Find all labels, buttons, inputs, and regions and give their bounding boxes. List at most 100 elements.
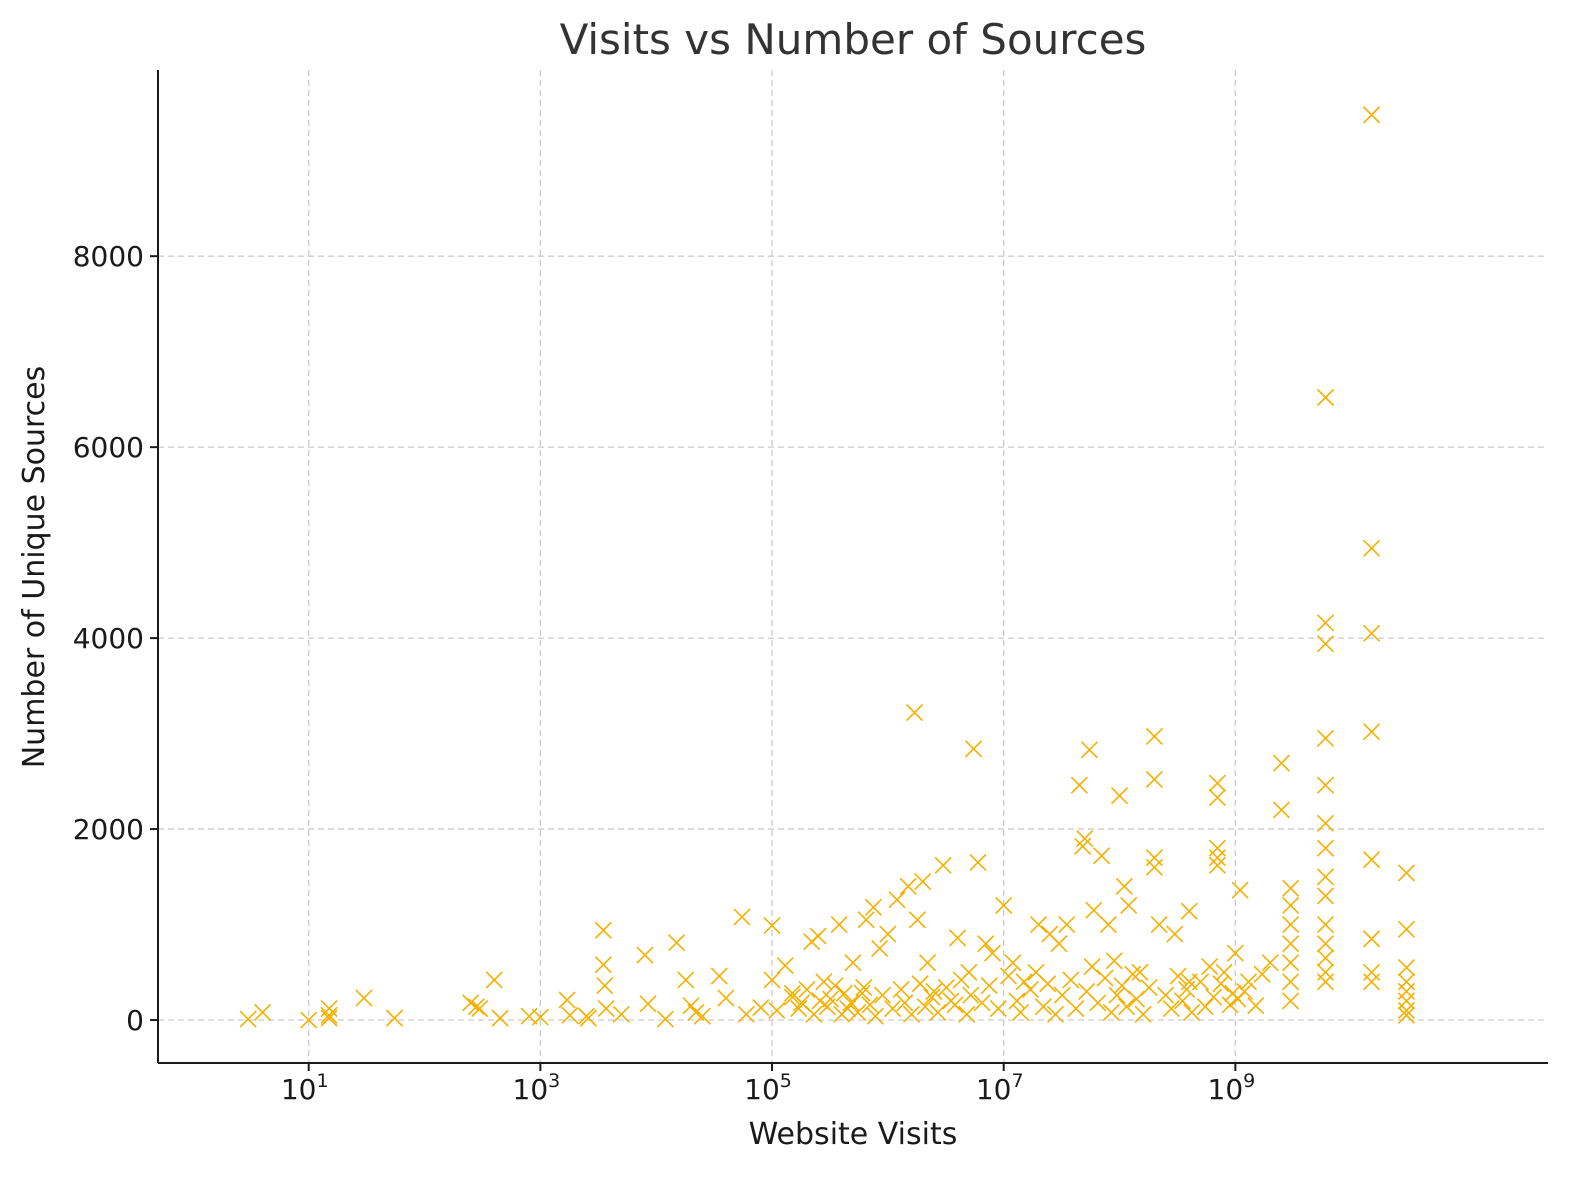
axes xyxy=(157,70,1548,1064)
scatter-point xyxy=(1253,965,1271,983)
scatter-point xyxy=(798,980,816,999)
scatter-point xyxy=(879,925,897,943)
scatter-point xyxy=(871,939,889,957)
scatter-point xyxy=(1145,727,1163,746)
scatter-point xyxy=(983,944,1002,962)
scatter-point xyxy=(1282,992,1300,1010)
scatter-point xyxy=(1015,973,1033,991)
scatter-point xyxy=(1316,887,1335,905)
scatter-point xyxy=(925,982,943,1000)
y-tick-label: 2000 xyxy=(73,813,144,846)
scatter-point xyxy=(952,971,970,989)
scatter-point xyxy=(1105,952,1123,970)
scatter-point xyxy=(842,994,860,1012)
scatter-point xyxy=(790,1000,808,1018)
grid-lines xyxy=(158,70,1548,1063)
scatter-point xyxy=(1070,776,1088,794)
scatter-point xyxy=(1208,788,1226,807)
scatter-point xyxy=(320,1009,338,1027)
scatter-point xyxy=(1145,770,1163,788)
scatter-point xyxy=(1173,992,1192,1010)
scatter-point xyxy=(1397,992,1416,1010)
scatter-point xyxy=(1201,957,1219,976)
scatter-point xyxy=(558,991,576,1009)
scatter-point xyxy=(902,1005,921,1023)
scatter-point xyxy=(1363,930,1381,948)
scatter-point xyxy=(958,1005,976,1023)
scatter-point xyxy=(861,996,879,1014)
scatter-point xyxy=(597,1000,615,1018)
scatter-point xyxy=(594,921,612,939)
scatter-point xyxy=(1397,958,1416,977)
scatter-point xyxy=(1180,902,1198,920)
scatter-point xyxy=(905,704,924,722)
scatter-point xyxy=(874,986,892,1004)
scatter-point xyxy=(1178,980,1196,999)
scatter-point xyxy=(1062,971,1080,989)
scatter-point xyxy=(1240,973,1258,991)
scatter-point xyxy=(849,1003,867,1021)
scatter-point xyxy=(763,971,781,989)
scatter-point xyxy=(853,984,871,1002)
scatter-point xyxy=(969,853,987,872)
scatter-point xyxy=(768,1001,786,1020)
scatter-point xyxy=(656,1010,674,1028)
scatter-point xyxy=(1316,963,1335,981)
scatter-point xyxy=(826,977,844,995)
scatter-point xyxy=(1272,801,1291,819)
scatter-point xyxy=(320,1006,338,1024)
scatter-point xyxy=(1085,901,1103,919)
scatter-point xyxy=(385,1009,404,1027)
scatter-point xyxy=(923,988,941,1006)
scatter-point xyxy=(911,975,929,993)
scatter-point xyxy=(1316,868,1335,886)
scatter-point xyxy=(918,954,937,972)
scatter-point xyxy=(1067,1000,1085,1018)
scatter-point xyxy=(355,989,373,1007)
data-points xyxy=(239,106,1416,1029)
scatter-point xyxy=(914,873,932,891)
scatter-point xyxy=(835,984,853,1002)
scatter-point xyxy=(1272,754,1291,772)
scatter-point xyxy=(1102,1003,1120,1021)
x-tick-label: 107 xyxy=(976,1070,1024,1106)
scatter-point xyxy=(1316,388,1335,407)
scatter-point xyxy=(1226,944,1244,962)
scatter-point xyxy=(1093,847,1111,865)
scatter-point xyxy=(815,973,833,991)
scatter-point xyxy=(1046,1005,1065,1023)
y-tick-label: 6000 xyxy=(73,431,144,464)
scatter-point xyxy=(1215,963,1233,981)
scatter-point xyxy=(1140,979,1158,997)
scatter-point xyxy=(1363,851,1381,869)
scatter-point xyxy=(1145,858,1163,876)
scatter-point xyxy=(1169,967,1187,985)
scatter-point xyxy=(1162,1000,1180,1018)
scatter-point xyxy=(1150,915,1168,934)
scatter-point xyxy=(1363,723,1381,741)
scatter-point xyxy=(1208,839,1226,857)
scatter-point xyxy=(531,1008,549,1026)
x-tick-label: 105 xyxy=(744,1070,792,1106)
scatter-point xyxy=(1397,1006,1416,1024)
scatter-point xyxy=(1050,935,1068,953)
y-tick-label: 8000 xyxy=(73,240,144,273)
scatter-point xyxy=(977,935,995,953)
scatter-point xyxy=(1316,935,1335,953)
scatter-point xyxy=(965,740,983,758)
scatter-point xyxy=(668,934,686,952)
scatter-point xyxy=(1166,925,1184,943)
scatter-point xyxy=(491,1009,509,1027)
scatter-point xyxy=(833,1005,851,1023)
scatter-point xyxy=(1012,1003,1030,1021)
y-tick-label: 0 xyxy=(126,1004,144,1037)
scatter-point xyxy=(989,1000,1007,1018)
scatter-point xyxy=(1282,896,1300,915)
chart-title: Visits vs Number of Sources xyxy=(560,15,1147,64)
x-tick-label: 109 xyxy=(1208,1070,1256,1106)
scatter-point xyxy=(1039,975,1057,993)
scatter-point xyxy=(811,992,829,1010)
scatter-point xyxy=(857,911,875,929)
scatter-point xyxy=(1021,980,1039,999)
